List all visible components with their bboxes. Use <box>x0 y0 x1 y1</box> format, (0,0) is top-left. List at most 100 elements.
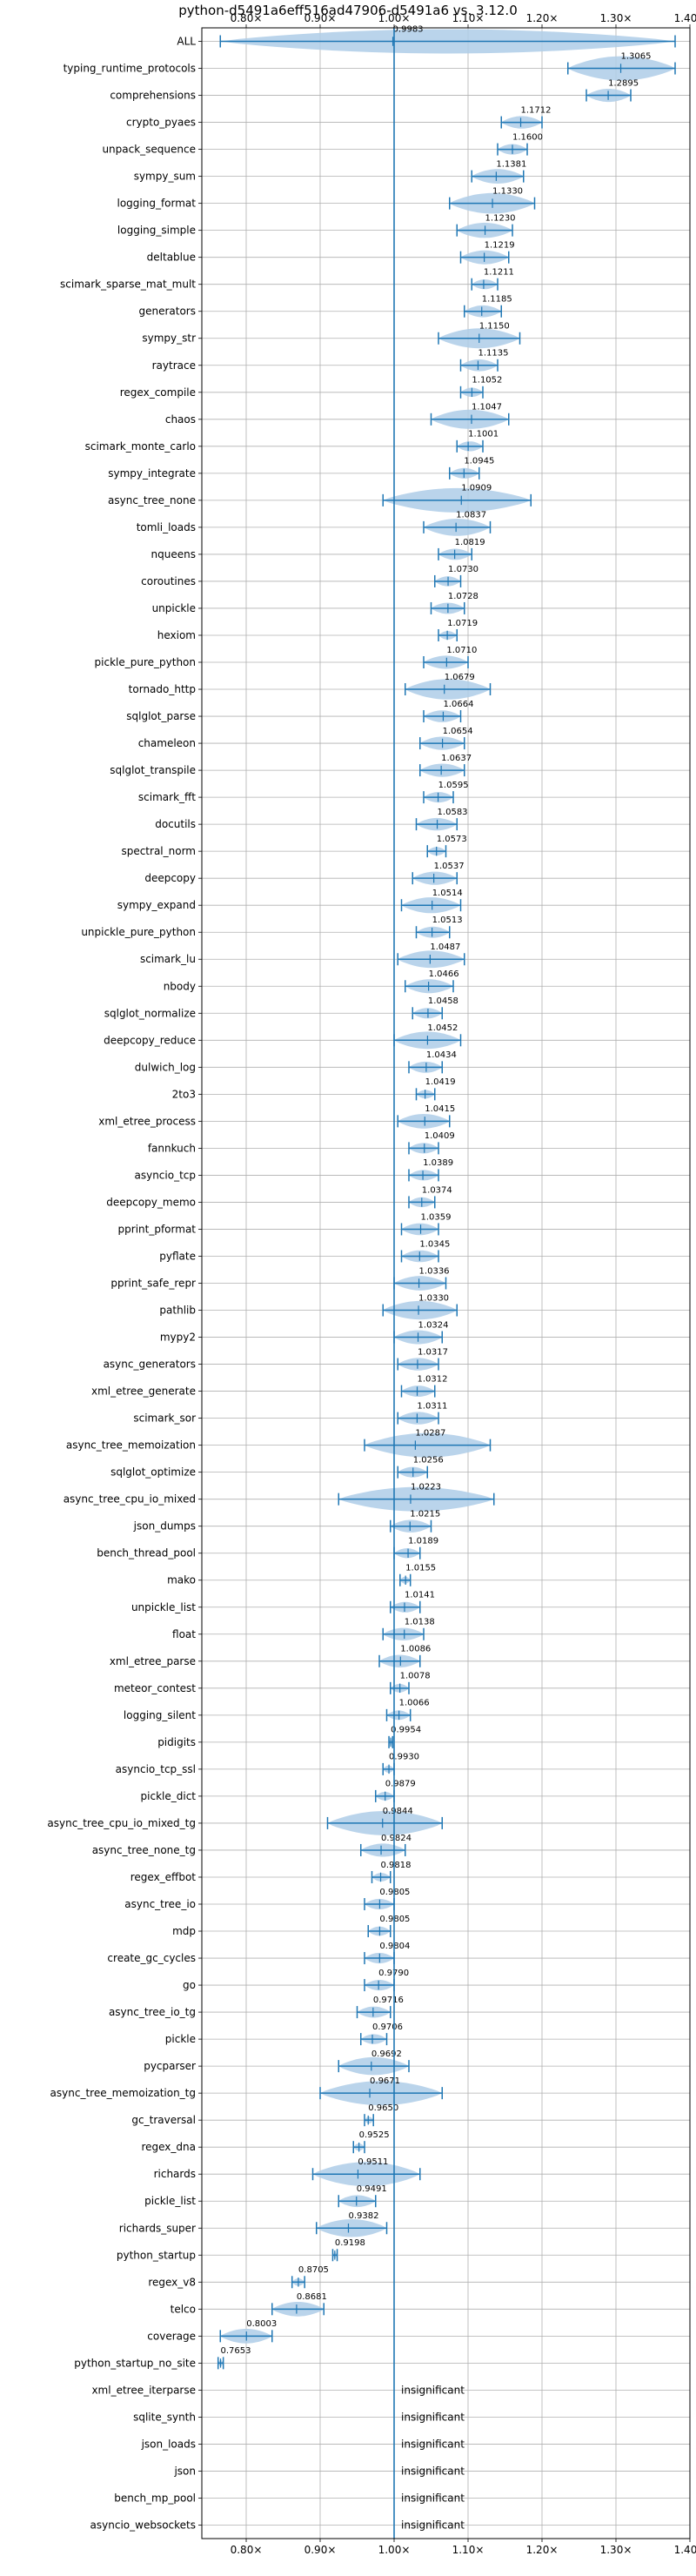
insignificant-label: insignificant <box>401 2492 465 2504</box>
benchmark-label: async_tree_io_tg <box>109 2006 196 2018</box>
benchmark-label: async_tree_none_tg <box>92 1844 196 1856</box>
benchmark-label: async_generators <box>104 1358 196 1371</box>
benchmark-label: pidigits <box>157 1736 196 1748</box>
x-tick-label-top: 1.00× <box>378 12 411 24</box>
benchmark-label: python_startup_no_site <box>74 2357 196 2369</box>
value-label: 1.1230 <box>485 213 516 223</box>
value-label: 1.0728 <box>448 592 478 601</box>
benchmark-label: spectral_norm <box>121 845 196 857</box>
value-label: 1.0415 <box>425 1104 455 1114</box>
plot-frame <box>201 27 691 2539</box>
benchmark-label: xml_etree_generate <box>91 1385 196 1398</box>
benchmark-label: pprint_safe_repr <box>110 1278 196 1290</box>
value-label: 1.1219 <box>485 241 515 251</box>
benchmark-label: docutils <box>155 818 196 830</box>
value-label: 1.0389 <box>423 1158 453 1168</box>
value-label: 0.9511 <box>358 2157 388 2167</box>
value-label: 1.3065 <box>621 51 652 61</box>
x-tick-label-bottom: 1.20× <box>526 2544 559 2556</box>
benchmark-label: chaos <box>165 413 196 426</box>
x-tick-label-bottom: 1.30× <box>600 2544 632 2556</box>
benchmark-label: pickle <box>165 2033 196 2045</box>
benchmark-label: coroutines <box>141 575 196 587</box>
benchmark-label: logging_format <box>117 198 196 210</box>
benchmark-label: comprehensions <box>110 90 196 102</box>
chart-title: python-d5491a6eff516ad47906-d5491a6 vs. … <box>178 3 518 18</box>
benchmark-label: bench_thread_pool <box>97 1547 196 1560</box>
value-label: 1.0514 <box>432 889 463 898</box>
value-label: 1.1150 <box>479 322 510 332</box>
value-label: 1.1052 <box>472 376 502 386</box>
value-label: 0.9671 <box>370 2076 400 2086</box>
benchmark-label: sqlglot_optimize <box>110 1466 196 1479</box>
value-label: 1.0374 <box>422 1185 452 1195</box>
value-label: 0.9525 <box>359 2130 390 2140</box>
benchmark-label: telco <box>171 2303 196 2315</box>
x-tick-label-top: 0.80× <box>231 12 263 24</box>
value-label: 0.8003 <box>246 2319 277 2329</box>
benchmark-label: nbody <box>164 980 196 992</box>
benchmark-label: xml_etree_iterparse <box>91 2384 196 2396</box>
value-label: 1.0317 <box>418 1347 448 1357</box>
benchmark-label: tomli_loads <box>137 521 196 533</box>
value-label: 1.0078 <box>400 1672 431 1681</box>
value-label: 1.0419 <box>425 1077 456 1087</box>
benchmark-label: mako <box>167 1574 196 1587</box>
value-label: 1.0654 <box>443 727 473 736</box>
benchmark-label: deepcopy_memo <box>106 1196 196 1208</box>
benchmark-label: unpickle_pure_python <box>81 926 196 938</box>
benchmark-label: json <box>173 2465 196 2477</box>
value-label: 1.0223 <box>411 1483 441 1493</box>
x-tick-label-bottom: 0.90× <box>304 2544 337 2556</box>
value-label: 1.0336 <box>419 1266 450 1276</box>
benchmark-label: deepcopy_reduce <box>104 1034 196 1046</box>
benchmark-label: richards <box>154 2168 196 2180</box>
value-label: 0.8681 <box>297 2292 327 2302</box>
benchmark-label: async_tree_memoization_tg <box>50 2087 196 2099</box>
value-label: 1.0256 <box>413 1455 444 1465</box>
benchmark-label: float <box>172 1628 196 1640</box>
benchmark-label: python_startup <box>117 2249 196 2261</box>
benchmark-label: sqlite_synth <box>133 2411 196 2423</box>
benchmark-label: generators <box>138 305 196 318</box>
benchmark-label: xml_etree_parse <box>110 1655 196 1667</box>
insignificant-label: insignificant <box>401 2411 465 2423</box>
benchmark-label: pycparser <box>144 2060 196 2072</box>
benchmark-label: scimark_sor <box>133 1412 196 1425</box>
benchmark-label: async_tree_cpu_io_mixed <box>64 1493 196 1506</box>
benchmark-label: sympy_expand <box>117 899 196 911</box>
benchmark-label: logging_silent <box>124 1709 196 1721</box>
x-tick-label-top: 1.20× <box>526 12 559 24</box>
benchmark-label: scimark_monte_carlo <box>85 440 196 453</box>
insignificant-label: insignificant <box>401 2465 465 2477</box>
benchmark-label: deepcopy <box>144 872 196 884</box>
benchmark-label: richards_super <box>119 2222 196 2234</box>
benchmark-label: 2to3 <box>172 1088 196 1100</box>
benchmark-label: async_tree_cpu_io_mixed_tg <box>47 1817 196 1829</box>
benchmark-label: sqlglot_normalize <box>104 1007 196 1019</box>
benchmark-label: unpickle <box>152 602 196 614</box>
value-label: 0.7653 <box>221 2346 251 2356</box>
benchmark-label: scimark_lu <box>140 953 196 965</box>
benchmark-label: regex_v8 <box>148 2276 196 2288</box>
value-label: 0.9382 <box>348 2211 378 2221</box>
insignificant-label: insignificant <box>401 2519 465 2531</box>
benchmark-label: gc_traversal <box>131 2114 196 2126</box>
value-label: 1.0311 <box>417 1401 447 1411</box>
benchmark-label: unpickle_list <box>131 1601 196 1613</box>
value-label: 0.9805 <box>379 1888 410 1897</box>
benchmark-label: regex_compile <box>120 386 196 399</box>
x-tick-label-top: 1.10× <box>452 12 485 24</box>
value-label: 1.0215 <box>410 1510 440 1519</box>
value-label: 1.1135 <box>478 349 508 359</box>
benchmark-label: logging_simple <box>117 225 196 237</box>
insignificant-label: insignificant <box>401 2438 465 2450</box>
value-label: 0.9954 <box>391 1726 421 1735</box>
benchmark-label: regex_effbot <box>130 1871 197 1883</box>
value-label: 0.9692 <box>371 2049 402 2059</box>
value-label: 1.0679 <box>445 673 475 682</box>
x-tick-label-bottom: 1.40× <box>674 2544 696 2556</box>
benchmark-label: deltablue <box>147 252 196 264</box>
benchmark-label: chameleon <box>138 737 196 749</box>
